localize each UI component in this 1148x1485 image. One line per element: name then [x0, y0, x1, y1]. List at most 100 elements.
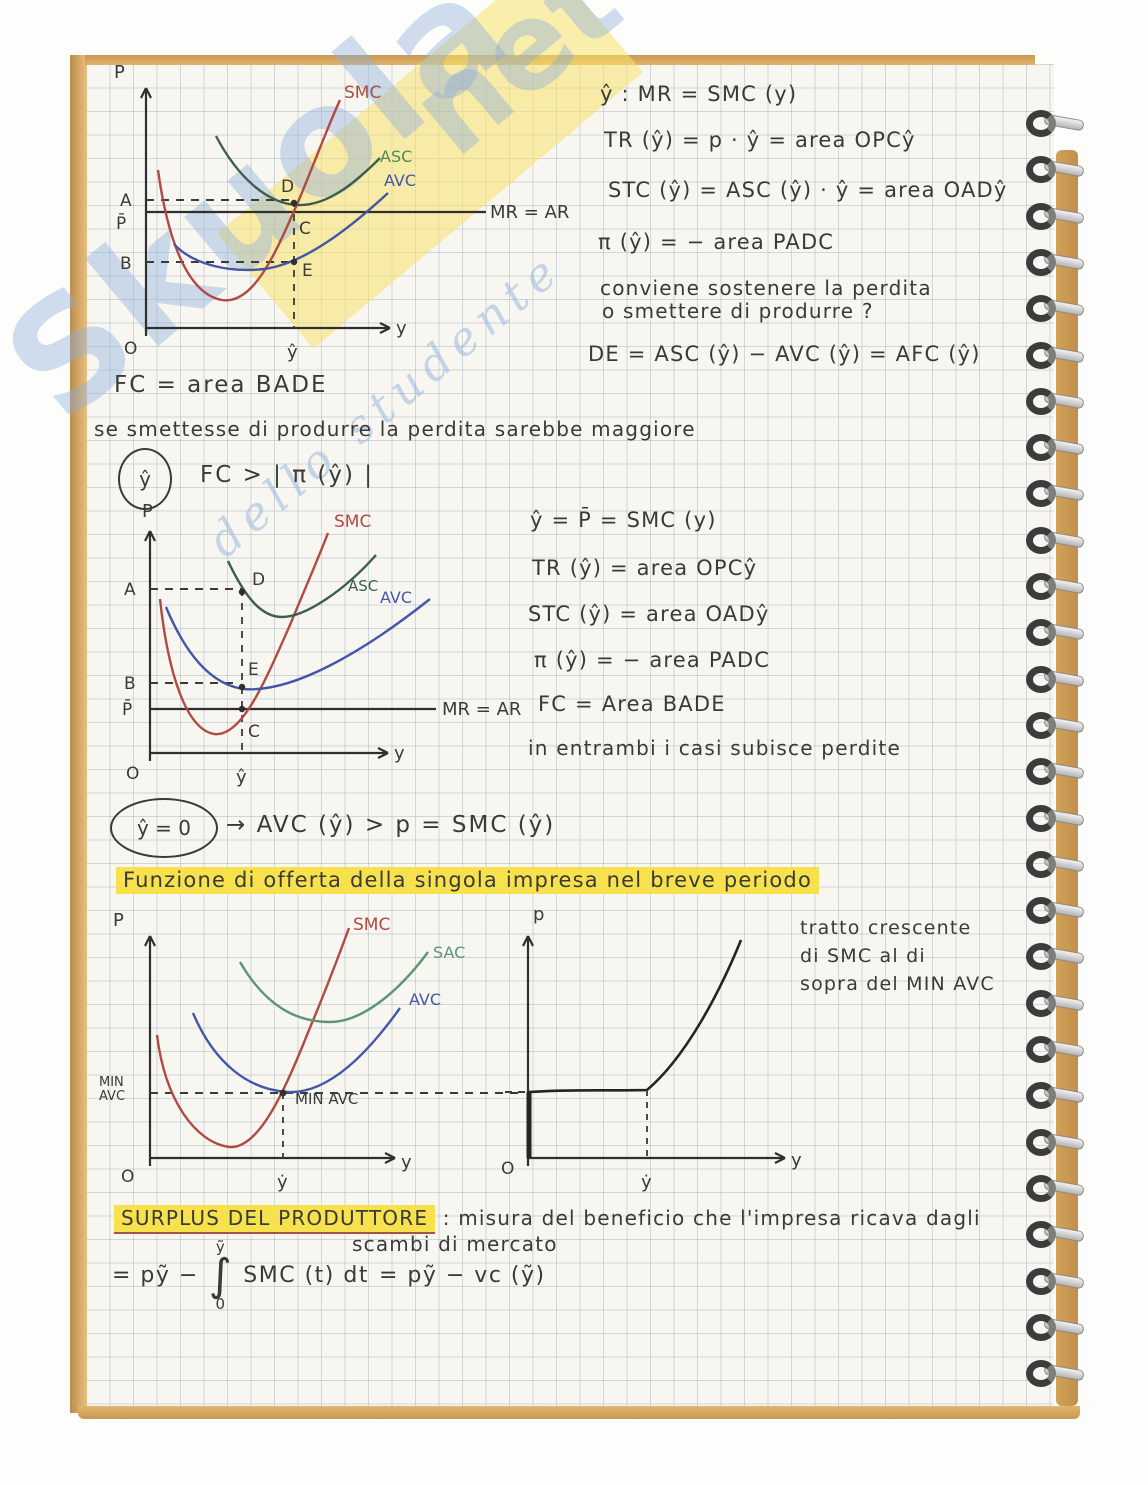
smc-label: SMC	[334, 512, 371, 532]
spiral-coil	[1026, 293, 1090, 325]
graph4-supply-curve: p y O ẏ	[501, 904, 802, 1193]
x-axis	[528, 1152, 786, 1164]
spiral-coil-ring	[1026, 1267, 1056, 1295]
spiral-coil	[1026, 1034, 1090, 1066]
graph3-cost-curves: P y O MIN AVC MIN AVC ẏ SMC SAC AVC	[99, 910, 518, 1193]
spiral-coil	[1026, 154, 1090, 186]
origin-label: O	[124, 339, 137, 359]
spiral-coil-ring	[1026, 387, 1056, 415]
eq2-line3: STC (ŷ) = area OADŷ	[528, 602, 770, 626]
p-axis-label: p	[533, 904, 544, 925]
x-axis-label: y	[396, 318, 407, 339]
spiral-coil	[1026, 247, 1090, 279]
label-a: A	[120, 191, 132, 211]
spiral-coil-ring	[1026, 665, 1056, 693]
spiral-coil	[1026, 756, 1090, 788]
avc-label: AVC	[384, 171, 416, 190]
spiral-coil	[1026, 201, 1090, 233]
eq1-line5b: o smettere di produrre ?	[602, 299, 874, 323]
p-axis-label: P	[114, 62, 125, 83]
point-e-dot	[290, 258, 298, 266]
spiral-coil	[1026, 988, 1090, 1020]
x-axis	[146, 322, 391, 334]
spiral-coil-ring	[1026, 1036, 1056, 1063]
label-y-hat: ŷ	[287, 342, 298, 363]
point-e-dot	[238, 683, 246, 691]
avc-curve	[173, 192, 389, 272]
spiral-coil-ring	[1026, 1313, 1056, 1341]
formula-rhs: = pỹ − vc (ỹ)	[378, 1263, 546, 1289]
spiral-coil-ring	[1026, 619, 1056, 647]
spiral-coil-ring	[1026, 434, 1056, 462]
sac-label: SAC	[433, 943, 465, 962]
spiral-coil	[1026, 478, 1090, 510]
spiral-coil-ring	[1026, 850, 1056, 878]
integral-glyph: ∫	[208, 1250, 234, 1301]
origin-label: O	[501, 1159, 514, 1179]
spiral-coil-ring	[1026, 295, 1056, 323]
spiral-coil-ring	[1026, 526, 1056, 554]
spiral-coil	[1026, 1358, 1090, 1390]
integral-lower-limit: 0	[215, 1294, 227, 1313]
avc-label: AVC	[380, 588, 412, 607]
avc-label: AVC	[409, 990, 441, 1009]
min-avc-axis-label-2: AVC	[99, 1089, 125, 1104]
formula-integrand: SMC (t) dt	[243, 1263, 369, 1289]
label-e: E	[302, 261, 313, 281]
avc-curve	[191, 1007, 401, 1094]
surplus-definition-line1: SURPLUS DEL PRODUTTORE : misura del bene…	[114, 1205, 981, 1234]
label-c: C	[299, 219, 311, 239]
spiral-coil-ring	[1026, 897, 1056, 925]
yhat-zero-badge-label: ŷ = 0	[136, 816, 192, 840]
sac-curve	[238, 951, 429, 1024]
page-edge-left	[70, 55, 87, 1413]
label-d: D	[252, 570, 265, 590]
eq1-line5a: conviene sostenere la perdita	[600, 276, 932, 300]
x-axis-label: y	[394, 743, 405, 764]
smc-label: SMC	[353, 915, 390, 935]
eq1-line4: π (ŷ) = − area PADC	[598, 230, 835, 254]
smc-label: SMC	[344, 83, 381, 103]
formula-lhs: = pỹ −	[112, 1263, 199, 1289]
min-avc-point-label: MIN AVC	[295, 1090, 358, 1108]
eq1-line6: DE = ASC (ŷ) − AVC (ŷ) = AFC (ŷ)	[588, 342, 981, 366]
eq2-line1: ŷ = P̄ = SMC (y)	[530, 508, 717, 532]
spiral-coil-ring	[1026, 202, 1056, 230]
section-title-highlight: Funzione di offerta della singola impres…	[116, 867, 819, 894]
label-a: A	[124, 580, 136, 600]
spiral-coil	[1026, 1080, 1090, 1112]
eq2-line6: in entrambi i casi subisce perdite	[528, 736, 901, 760]
spiral-coil	[1026, 571, 1090, 603]
cond1-text: FC > | π (ŷ) |	[200, 462, 375, 488]
min-avc-dot	[279, 1089, 287, 1097]
avc-curve	[164, 598, 431, 691]
spiral-coil-ring	[1026, 804, 1056, 832]
point-d-dot	[238, 588, 246, 596]
origin-label: O	[126, 764, 139, 784]
spiral-coil-ring	[1026, 341, 1056, 369]
eq2-line5: FC = Area BADE	[538, 692, 726, 716]
page-edge-bottom	[78, 1406, 1080, 1419]
x-axis	[150, 1152, 396, 1164]
label-b: B	[120, 254, 132, 274]
spiral-coil-ring	[1026, 943, 1056, 971]
spiral-coil	[1026, 1312, 1090, 1344]
supply-curve	[528, 939, 743, 1094]
spiral-coil	[1026, 386, 1090, 418]
label-c: C	[248, 722, 260, 742]
p-axis-label: P	[142, 501, 153, 522]
y-axis	[144, 530, 156, 761]
spiral-coil-ring	[1026, 1174, 1056, 1202]
yhat-badge: ŷ	[118, 448, 172, 510]
eq1-line1: ŷ : MR = SMC (y)	[600, 82, 798, 106]
spiral-coil	[1026, 849, 1090, 881]
spiral-coil-ring	[1026, 758, 1056, 786]
surplus-def-text: : misura del beneficio che l'impresa ric…	[442, 1206, 981, 1230]
spiral-coil-ring	[1026, 711, 1056, 739]
spiral-coil	[1026, 895, 1090, 927]
mr-ar-label: MR = AR	[442, 699, 521, 720]
surplus-definition-line2: scambi di mercato	[352, 1232, 558, 1256]
spiral-coil	[1026, 1173, 1090, 1205]
spiral-coil	[1026, 617, 1090, 649]
